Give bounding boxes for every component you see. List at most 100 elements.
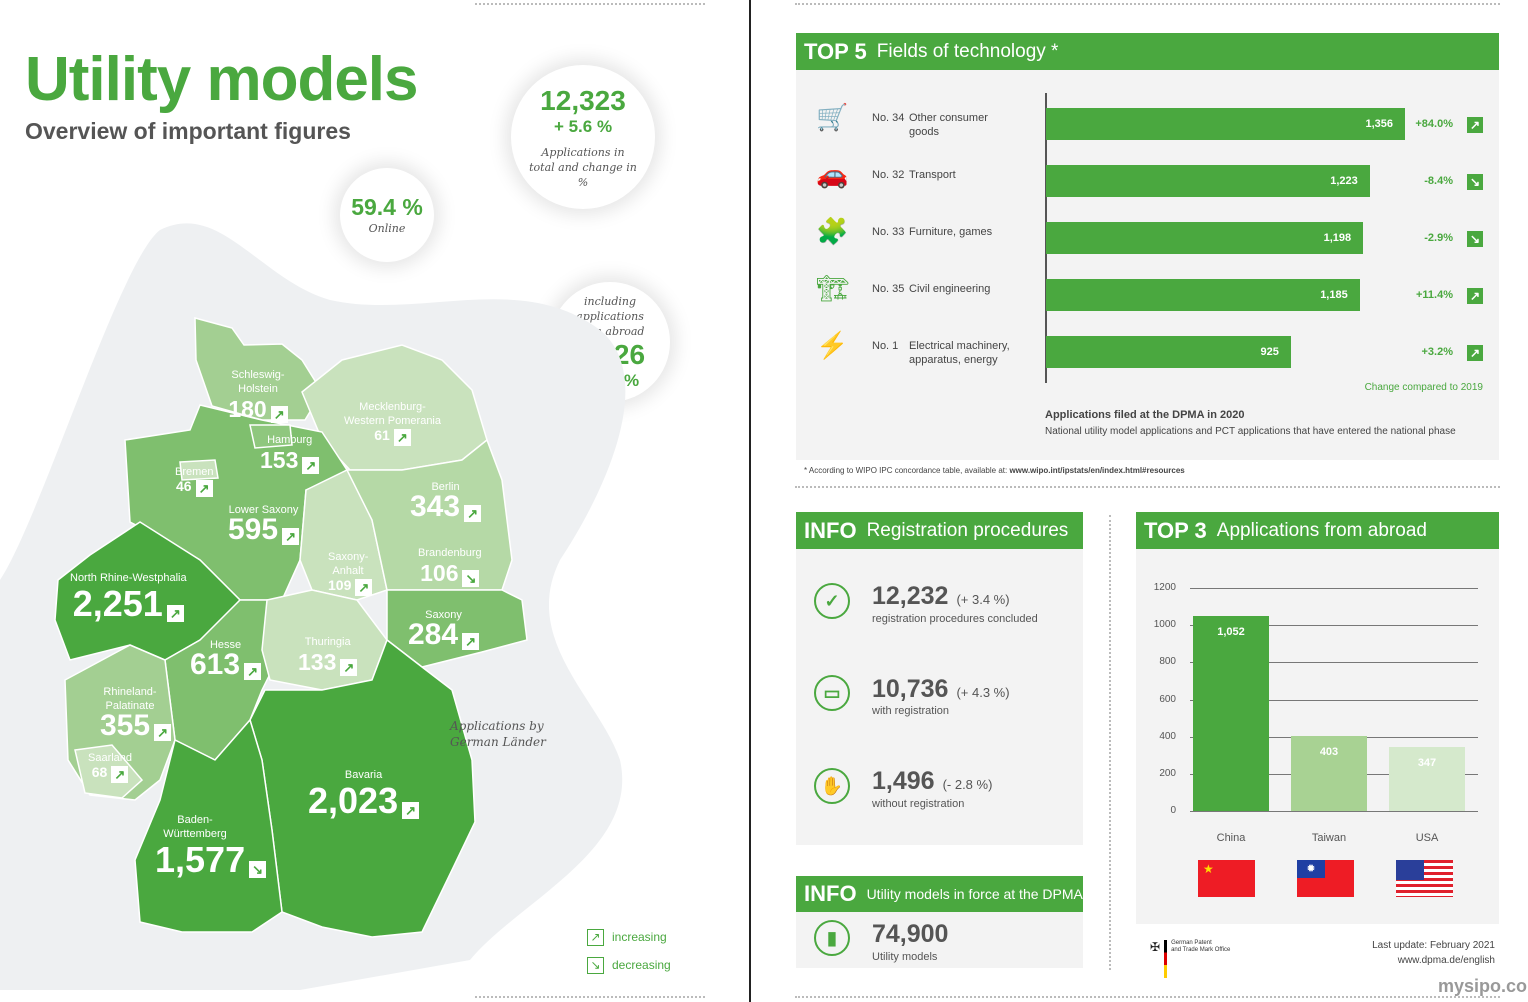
increasing-arrow-icon: ↗ bbox=[1467, 345, 1483, 361]
total-value: 12,323 bbox=[540, 84, 626, 116]
label-bavaria: Bavaria 2,023 ↗ bbox=[308, 768, 420, 820]
footnote: * According to WIPO IPC concordance tabl… bbox=[804, 466, 1185, 475]
field-name: Furniture, games bbox=[909, 226, 993, 238]
label-saarland: Saarland 68 ↗ bbox=[88, 752, 133, 783]
gridline bbox=[1190, 662, 1478, 664]
shopping-cart-icon: 🛒 bbox=[816, 102, 849, 132]
increasing-arrow-icon: ↗ bbox=[154, 723, 172, 741]
label-saxony: Saxony 284 ↗ bbox=[408, 608, 480, 650]
total-caption: Applications in total and change in % bbox=[529, 145, 637, 189]
power-pylon-icon: ⚡ bbox=[816, 330, 849, 360]
top5-axis bbox=[1045, 93, 1047, 383]
field-bar: 925 bbox=[1046, 336, 1291, 368]
increasing-arrow-icon: ↗ bbox=[462, 632, 480, 650]
reg-concluded-value: 12,232 (+ 3.4 %) bbox=[872, 582, 1010, 610]
in-force-label: Utility models bbox=[872, 951, 938, 963]
puzzle-icon: 🧩 bbox=[816, 216, 849, 246]
flag-usa bbox=[1396, 860, 1453, 897]
state-saarland bbox=[74, 744, 144, 799]
bar-taiwan: 403 bbox=[1291, 736, 1367, 811]
field-bar: 1,223 bbox=[1046, 165, 1370, 197]
x-tick-label: Taiwan bbox=[1311, 832, 1347, 844]
label-mecklenburg: Mecklenburg-Western Pomerania 61 ↗ bbox=[343, 401, 441, 446]
field-number: No. 34 bbox=[872, 112, 905, 124]
field-change: -2.9% bbox=[1424, 232, 1453, 244]
top3-header: TOP 3 Applications from abroad bbox=[1136, 512, 1499, 549]
field-name: Civil engineering bbox=[909, 283, 991, 295]
hand-icon: ✋ bbox=[814, 768, 850, 804]
label-nrw: North Rhine-Westphalia 2,251 ↗ bbox=[70, 572, 187, 624]
online-bubble: 59.4 % Online bbox=[340, 168, 434, 262]
label-baden-wurttemberg: Baden-Württemberg 1,577 ↘ bbox=[155, 813, 267, 879]
map-caption: Applications by German Länder bbox=[450, 719, 546, 749]
increasing-arrow-icon: ↗ bbox=[282, 527, 300, 545]
decreasing-arrow-icon: ↘ bbox=[1467, 231, 1483, 247]
page-divider bbox=[749, 0, 751, 1002]
registration-header: INFO Registration procedures bbox=[796, 512, 1083, 549]
decreasing-arrow-icon: ↘ bbox=[587, 957, 604, 974]
x-tick-label: China bbox=[1216, 832, 1246, 844]
state-brandenburg bbox=[345, 438, 513, 591]
legend-increasing: ↗ increasing bbox=[587, 929, 667, 946]
field-bar: 1,198 bbox=[1046, 222, 1364, 254]
increasing-arrow-icon: ↗ bbox=[244, 662, 262, 680]
field-number: No. 33 bbox=[872, 226, 905, 238]
wipo-link[interactable]: www.wipo.int/ipstats/en/index.html#resou… bbox=[1009, 466, 1185, 475]
y-tick-label: 400 bbox=[1159, 730, 1176, 742]
label-saxony-anhalt: Saxony-Anhalt 109 ↗ bbox=[328, 550, 373, 596]
monitor-icon: ▭ bbox=[814, 675, 850, 711]
reg-with-value: 10,736 (+ 4.3 %) bbox=[872, 675, 1010, 703]
dpma-logo: ✠ German Patent and Trade Mark Office bbox=[1150, 940, 1230, 978]
label-brandenburg: Brandenburg 106 ↘ bbox=[418, 547, 482, 587]
x-tick-label: USA bbox=[1415, 832, 1439, 844]
increasing-arrow-icon: ↗ bbox=[402, 801, 420, 819]
germany-map bbox=[0, 223, 626, 990]
increasing-arrow-icon: ↗ bbox=[1467, 117, 1483, 133]
y-tick-label: 200 bbox=[1159, 767, 1176, 779]
gridline bbox=[1190, 811, 1478, 812]
field-number: No. 35 bbox=[872, 283, 905, 295]
field-name: Transport bbox=[909, 169, 956, 181]
online-caption: Online bbox=[368, 222, 406, 235]
reg-concluded-label: registration procedures concluded bbox=[872, 613, 1038, 625]
state-baden-wurttemberg bbox=[134, 718, 283, 933]
dpma-url[interactable]: www.dpma.de/english bbox=[1397, 955, 1495, 966]
field-bar: 1,356 bbox=[1046, 108, 1405, 140]
field-number: No. 32 bbox=[872, 169, 905, 181]
online-value: 59.4 % bbox=[351, 194, 423, 220]
increasing-arrow-icon: ↗ bbox=[302, 456, 320, 474]
column-divider bbox=[1109, 515, 1111, 970]
label-bremen: Bremen 46 ↗ bbox=[175, 466, 214, 497]
flag-taiwan: ✹ bbox=[1297, 860, 1354, 897]
field-change: +3.2% bbox=[1421, 346, 1454, 358]
label-hesse: Hesse 613 ↗ bbox=[190, 638, 262, 680]
field-change: -8.4% bbox=[1424, 175, 1453, 187]
label-hamburg: Hamburg 153 ↗ bbox=[260, 433, 320, 474]
car-icon: 🚗 bbox=[816, 159, 849, 189]
top5-caption-title: Applications filed at the DPMA in 2020 bbox=[1045, 409, 1245, 421]
legend-decreasing: ↘ decreasing bbox=[587, 957, 671, 974]
increasing-arrow-icon: ↗ bbox=[270, 405, 288, 423]
field-name: Other consumer goods bbox=[909, 112, 988, 138]
increasing-arrow-icon: ↗ bbox=[111, 765, 129, 783]
state-hamburg bbox=[249, 424, 293, 449]
crane-icon: 🏗 bbox=[816, 273, 850, 303]
increasing-arrow-icon: ↗ bbox=[464, 504, 482, 522]
gridline bbox=[1190, 699, 1478, 701]
top5-caption-text: National utility model applications and … bbox=[1045, 426, 1456, 437]
y-tick-label: 600 bbox=[1159, 693, 1176, 705]
change-note: Change compared to 2019 bbox=[1364, 382, 1483, 393]
top5-header: TOP 5 Fields of technology * bbox=[796, 33, 1499, 70]
increasing-arrow-icon: ↗ bbox=[195, 479, 213, 497]
total-applications-bubble: 12,323 + 5.6 % Applications in total and… bbox=[511, 65, 655, 209]
reg-with-label: with registration bbox=[872, 705, 950, 717]
page-title: Utility models bbox=[25, 45, 419, 114]
field-number: No. 1 bbox=[872, 340, 899, 352]
decreasing-arrow-icon: ↘ bbox=[462, 569, 480, 587]
bar-china: 1,052 bbox=[1193, 615, 1269, 811]
y-tick-label: 0 bbox=[1170, 805, 1176, 816]
tablet-icon: ▮ bbox=[814, 920, 850, 956]
bar-usa: 347 bbox=[1389, 746, 1465, 811]
gridline bbox=[1190, 625, 1478, 627]
label-berlin: Berlin 343 ↗ bbox=[410, 480, 482, 522]
